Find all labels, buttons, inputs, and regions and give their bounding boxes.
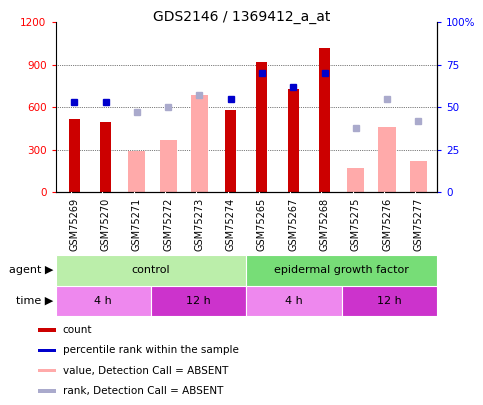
Bar (38, 328, 56, 332)
Text: GSM75274: GSM75274 (226, 197, 236, 251)
Text: agent ▶: agent ▶ (9, 265, 53, 275)
Bar (128, 151, 145, 192)
Text: control: control (132, 265, 170, 275)
Bar (100, 122, 111, 192)
Text: GDS2146 / 1369412_a_at: GDS2146 / 1369412_a_at (153, 10, 330, 24)
Text: value, Detection Call = ABSENT: value, Detection Call = ABSENT (63, 366, 228, 375)
Text: GSM75272: GSM75272 (163, 197, 173, 251)
Text: epidermal growth factor: epidermal growth factor (274, 265, 409, 275)
Text: GSM75275: GSM75275 (351, 197, 361, 251)
Bar (347, 168, 364, 192)
Text: GSM75273: GSM75273 (195, 197, 204, 251)
Text: 4 h: 4 h (285, 296, 303, 306)
Text: percentile rank within the sample: percentile rank within the sample (63, 345, 239, 355)
Text: GSM75269: GSM75269 (70, 197, 79, 251)
Bar (342, 286, 437, 316)
Bar (191, 95, 208, 192)
Text: count: count (63, 325, 92, 335)
Text: 12 h: 12 h (186, 296, 211, 306)
Text: time ▶: time ▶ (16, 296, 53, 306)
Bar (38, 369, 56, 372)
Text: 4 h: 4 h (94, 296, 112, 306)
Text: GSM75265: GSM75265 (257, 197, 267, 251)
Bar (56, 255, 246, 286)
Bar (379, 127, 396, 192)
Bar (256, 62, 268, 192)
Text: GSM75268: GSM75268 (320, 197, 329, 251)
Text: 12 h: 12 h (377, 296, 402, 306)
Text: GSM75277: GSM75277 (413, 197, 423, 251)
Bar (38, 389, 56, 392)
Bar (246, 255, 437, 286)
Bar (246, 286, 342, 316)
Text: GSM75276: GSM75276 (382, 197, 392, 251)
Bar (159, 140, 177, 192)
Text: GSM75267: GSM75267 (288, 197, 298, 251)
Bar (225, 110, 236, 192)
Bar (410, 161, 427, 192)
Text: GSM75270: GSM75270 (100, 197, 111, 251)
Bar (288, 89, 298, 192)
Bar (69, 119, 80, 192)
Bar (319, 48, 330, 192)
Text: GSM75271: GSM75271 (132, 197, 142, 251)
Bar (151, 286, 246, 316)
Text: rank, Detection Call = ABSENT: rank, Detection Call = ABSENT (63, 386, 223, 396)
Bar (38, 349, 56, 352)
Bar (56, 286, 151, 316)
